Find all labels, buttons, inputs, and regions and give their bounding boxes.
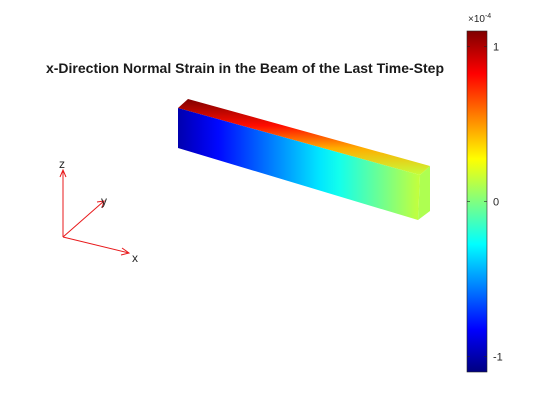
- colorbar: 1 0 -1 ×10-4: [466, 13, 503, 373]
- z-axis-arrow: [59, 168, 67, 237]
- x-axis-label: x: [132, 251, 138, 265]
- colorbar-multiplier-base: ×10: [468, 14, 485, 25]
- colorbar-multiplier: ×10-4: [468, 13, 491, 25]
- y-axis-label: y: [101, 194, 107, 208]
- beam-top-face: [178, 99, 430, 175]
- beam-surface: [178, 99, 430, 220]
- beam-front-face: [178, 108, 420, 220]
- y-axis-arrow: [62, 200, 105, 238]
- colorbar-tick-label: 0: [493, 197, 499, 209]
- axes-triad: x y z: [59, 157, 138, 265]
- colorbar-tick-label: -1: [493, 352, 503, 364]
- chart-title: x-Direction Normal Strain in the Beam of…: [46, 60, 444, 76]
- z-axis-label: z: [59, 157, 65, 171]
- x-axis-arrow: [62, 236, 131, 256]
- colorbar-tick-label: 1: [493, 42, 499, 54]
- beam-end-face: [418, 166, 430, 220]
- colorbar-multiplier-exponent: -4: [485, 13, 491, 20]
